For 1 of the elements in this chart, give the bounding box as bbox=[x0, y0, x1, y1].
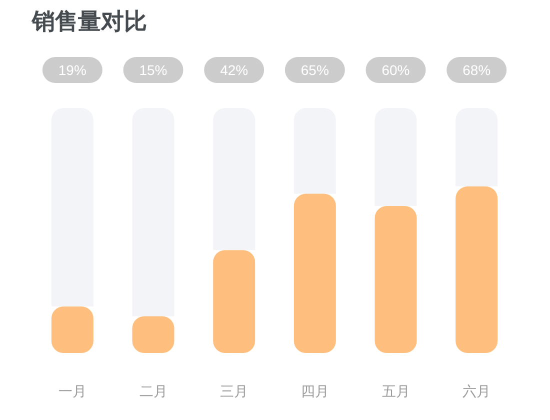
title: 销售量对比 bbox=[32, 8, 147, 34]
